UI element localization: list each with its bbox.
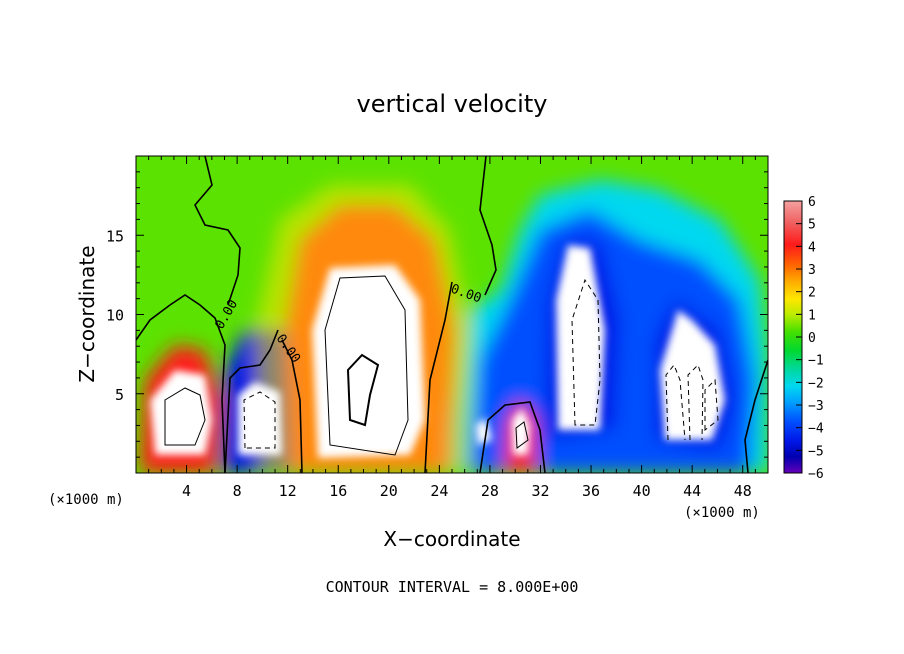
colorbar-tick-label: −2 bbox=[808, 376, 824, 391]
x-tick-label: 32 bbox=[531, 482, 549, 500]
y-axis: 5 10 15 bbox=[106, 171, 768, 458]
y-tick-label: 5 bbox=[115, 386, 124, 404]
colorbar-tick-label: 2 bbox=[808, 286, 816, 301]
x-tick-label: 44 bbox=[683, 482, 701, 500]
x-unit-label: (×1000 m) bbox=[48, 492, 124, 508]
contour-interval-text: CONTOUR INTERVAL = 8.000E+00 bbox=[326, 578, 579, 596]
x-axis-label: X−coordinate bbox=[383, 527, 520, 551]
colorbar-tick-label: 3 bbox=[808, 263, 816, 278]
colorbar-tick-label: 4 bbox=[808, 240, 816, 255]
x-tick-label: 24 bbox=[430, 482, 448, 500]
colorbar-tick-label: −4 bbox=[808, 422, 824, 437]
chart-title: vertical velocity bbox=[357, 90, 548, 118]
colorbar-tick-label: 5 bbox=[808, 218, 816, 233]
colorbar-tick-label: 1 bbox=[808, 308, 816, 323]
heatmap-field: 0.00 0.00 0.00 bbox=[136, 156, 768, 473]
x-tick-label: 16 bbox=[329, 482, 347, 500]
x-tick-label: 28 bbox=[481, 482, 499, 500]
x-tick-label: 36 bbox=[582, 482, 600, 500]
contour-lines bbox=[136, 156, 768, 473]
colorbar-tick-label: −3 bbox=[808, 399, 824, 414]
x-axis: 4 8 12 16 20 24 28 32 36 40 44 48 bbox=[148, 156, 756, 500]
colorbar-tick-label: −6 bbox=[808, 467, 824, 482]
x-tick-label: 48 bbox=[734, 482, 752, 500]
x-tick-label: 20 bbox=[380, 482, 398, 500]
x-unit-label-right: (×1000 m) bbox=[684, 505, 760, 521]
colorbar-tick-label: 0 bbox=[808, 331, 816, 346]
x-tick-label: 12 bbox=[279, 482, 297, 500]
y-axis-label: Z−coordinate bbox=[75, 245, 99, 382]
x-tick-label: 8 bbox=[233, 482, 242, 500]
colorbar-tick-label: 6 bbox=[808, 195, 816, 210]
colorbar-ticks: 6 5 4 3 2 1 0 −1 −2 −3 −4 −5 −6 bbox=[796, 195, 824, 482]
colorbar: 6 5 4 3 2 1 0 −1 −2 −3 −4 −5 −6 bbox=[783, 195, 824, 482]
y-tick-label: 10 bbox=[106, 307, 124, 325]
x-tick-label: 40 bbox=[633, 482, 651, 500]
colorbar-tick-label: −1 bbox=[808, 354, 824, 369]
colorbar-tick-label: −5 bbox=[808, 444, 824, 459]
x-tick-label: 4 bbox=[182, 482, 191, 500]
y-tick-label: 15 bbox=[106, 227, 124, 245]
